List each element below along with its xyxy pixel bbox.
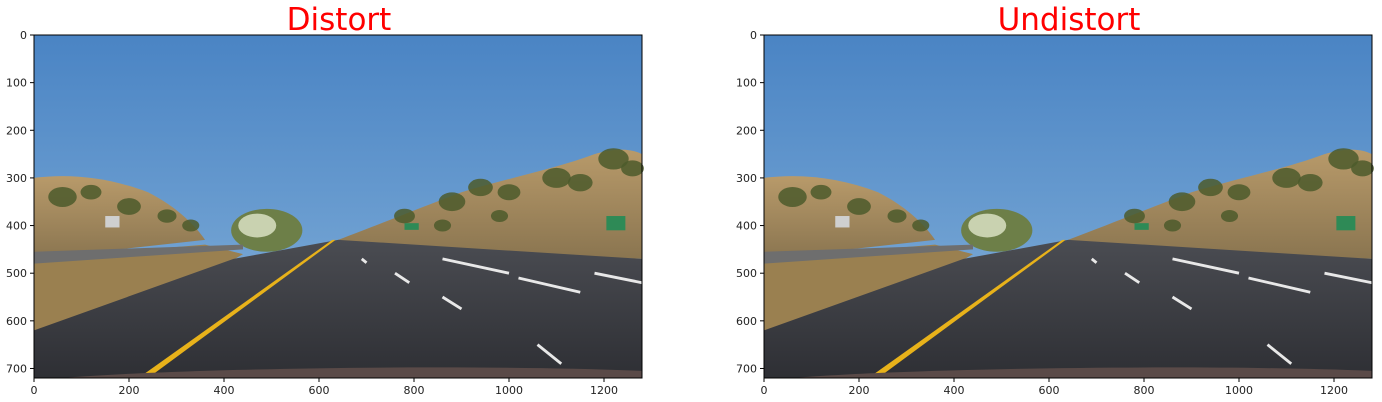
undistort-panel: Undistort 0 200 400 600 800 1000 1200 0 100 200 30… — [730, 0, 1382, 402]
undistort-axes: 0 200 400 600 800 1000 1200 0 100 200 300 400 500 600… — [736, 29, 1374, 397]
axes-frame — [33, 34, 643, 379]
x-tick-label: 800 — [404, 384, 425, 397]
y-tick-label: 100 — [736, 77, 757, 90]
chart-title-undistort: Undistort — [997, 2, 1141, 38]
y-tick-label: 400 — [736, 220, 757, 233]
y-tick-label: 700 — [736, 362, 757, 375]
x-tick-label: 400 — [214, 384, 235, 397]
y-tick-label: 600 — [6, 315, 27, 328]
axes-frame — [763, 34, 1373, 379]
x-tick-label: 0 — [31, 384, 38, 397]
y-tick-label: 500 — [6, 267, 27, 280]
y-tick-label: 300 — [6, 172, 27, 185]
x-tick-label: 600 — [1039, 384, 1060, 397]
y-tick-label: 500 — [736, 267, 757, 280]
y-tick-label: 400 — [6, 220, 27, 233]
y-tick-label: 200 — [736, 124, 757, 137]
x-tick-label: 1200 — [1320, 384, 1348, 397]
y-tick-label: 0 — [20, 29, 27, 42]
chart-title-distort: Distort — [286, 2, 392, 38]
road-image — [764, 35, 1374, 378]
road-image — [34, 35, 644, 378]
x-tick-label: 400 — [944, 384, 965, 397]
y-tick-label: 100 — [6, 77, 27, 90]
x-tick-label: 1000 — [495, 384, 523, 397]
distort-panel: Distort 0 200 400 600 800 1000 1200 0 100 200 300 4… — [0, 0, 660, 402]
y-tick-label: 0 — [750, 29, 757, 42]
x-tick-label: 200 — [849, 384, 870, 397]
x-tick-label: 800 — [1134, 384, 1155, 397]
x-tick-label: 1200 — [590, 384, 618, 397]
x-tick-label: 600 — [309, 384, 330, 397]
y-tick-label: 200 — [6, 124, 27, 137]
y-tick-label: 700 — [6, 362, 27, 375]
x-tick-label: 200 — [119, 384, 140, 397]
y-tick-label: 300 — [736, 172, 757, 185]
x-tick-label: 0 — [761, 384, 768, 397]
y-tick-label: 600 — [736, 315, 757, 328]
distort-axes: 0 200 400 600 800 1000 1200 0 100 200 300 400 500 600… — [6, 29, 644, 397]
x-tick-label: 1000 — [1225, 384, 1253, 397]
